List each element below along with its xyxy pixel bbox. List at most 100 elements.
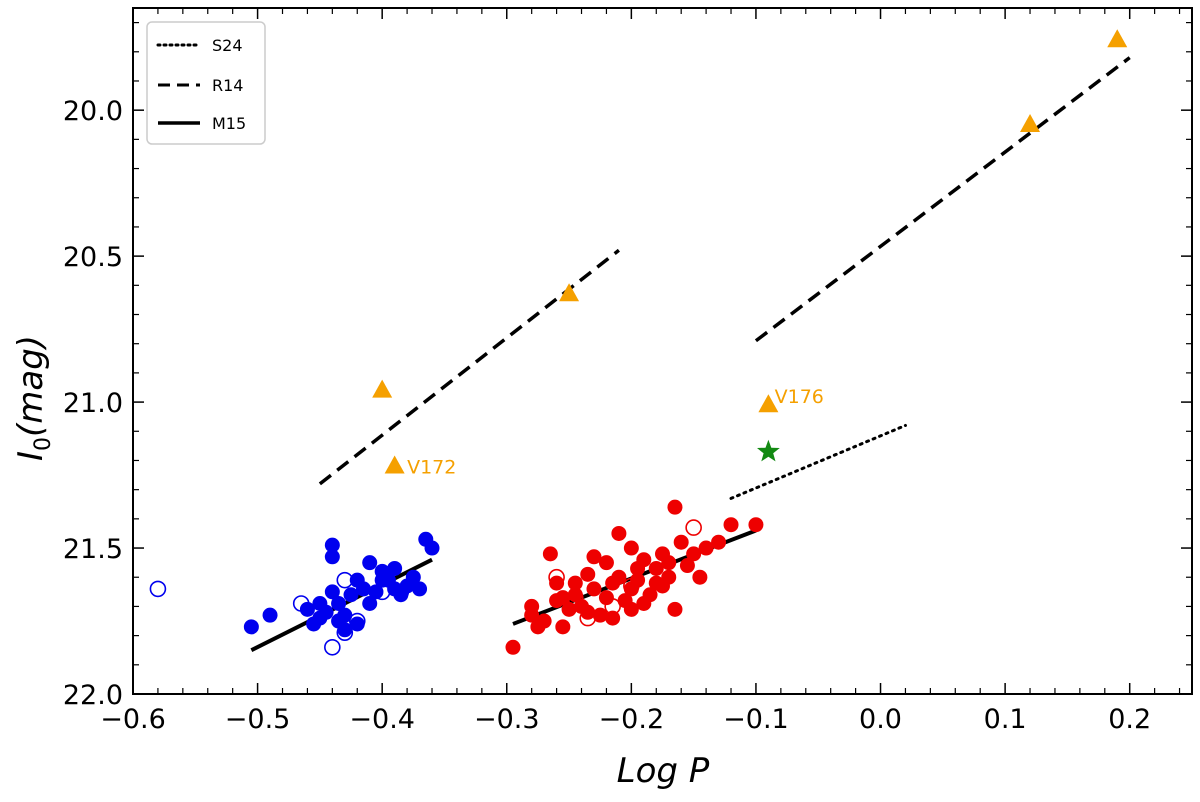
red-filled-point-31 (748, 517, 764, 533)
red-filled-point-46 (530, 619, 546, 635)
x-tick-label-7: 0.1 (984, 704, 1027, 735)
blue-filled-point-6 (324, 549, 340, 565)
blue-filled-point-26 (312, 596, 328, 612)
green-star-point-0 (757, 439, 780, 462)
blue-filled-point-7 (331, 596, 347, 612)
red-open-point-0 (548, 568, 565, 586)
blue-filled-point-25 (424, 540, 440, 556)
y-tick-label-1: 20.5 (63, 242, 123, 273)
red-filled-point-35 (567, 575, 583, 591)
red-filled-point-14 (611, 525, 627, 541)
y-tick-label-4: 22.0 (63, 680, 123, 711)
red-filled-point-29 (711, 534, 727, 550)
blue-filled-point-0 (243, 619, 259, 635)
red-open-point-2 (604, 598, 621, 615)
blue-filled-point-29 (331, 613, 347, 629)
y-tick-label-3: 21.5 (63, 534, 123, 565)
x-tick-label-1: −0.5 (225, 704, 291, 735)
red-filled-point-27 (692, 569, 708, 585)
red-filled-point-43 (623, 601, 639, 617)
blue-filled-point-13 (362, 596, 378, 612)
red-filled-point-0 (505, 639, 521, 655)
legend-label-s24: S24 (212, 36, 243, 55)
red-open-point-3 (623, 577, 640, 595)
x-tick-label-4: −0.2 (599, 704, 665, 735)
red-open-point-1 (566, 589, 584, 606)
blue-open-point-3 (336, 571, 354, 589)
plot-frame (132, 7, 1193, 695)
fit-line-r14-2 (754, 56, 1131, 343)
red-filled-point-40 (636, 596, 652, 612)
red-filled-point-11 (592, 607, 608, 623)
red-filled-point-26 (686, 546, 702, 562)
red-filled-point-32 (667, 499, 683, 515)
x-tick-label-8: 0.2 (1108, 704, 1151, 735)
blue-filled-point-12 (355, 581, 371, 597)
y-axis-label: I0(mag) (11, 335, 56, 461)
red-filled-point-30 (723, 517, 739, 533)
blue-open-point-0 (149, 580, 167, 598)
blue-filled-point-1 (262, 607, 278, 623)
blue-filled-point-31 (387, 560, 403, 576)
red-filled-point-22 (661, 569, 677, 585)
red-filled-point-36 (580, 604, 596, 620)
red-filled-point-10 (586, 581, 602, 597)
legend-label-r14: R14 (212, 76, 243, 95)
red-filled-point-45 (549, 575, 565, 591)
red-filled-point-48 (630, 560, 646, 576)
red-filled-point-38 (611, 569, 627, 585)
blue-filled-point-14 (362, 555, 378, 571)
orange-triangles-point-0 (372, 379, 393, 398)
blue-filled-point-9 (343, 587, 359, 603)
blue-filled-point-28 (306, 616, 322, 632)
red-filled-point-9 (580, 566, 596, 582)
x-axis-label: Log P (617, 751, 710, 791)
axes (132, 7, 1193, 695)
x-tick-label-0: −0.6 (100, 704, 166, 735)
x-tick-label-6: 0.0 (859, 704, 902, 735)
red-filled-point-25 (679, 558, 695, 574)
blue-filled-point-22 (405, 569, 421, 585)
legend-label-m15: M15 (212, 114, 246, 133)
red-filled-point-16 (623, 540, 639, 556)
blue-filled-point-30 (324, 537, 340, 553)
y-axis-label-main: I (11, 451, 51, 461)
red-filled-point-33 (524, 598, 540, 614)
blue-open-point-6 (373, 583, 391, 601)
x-tick-label-2: −0.4 (349, 704, 415, 735)
blue-open-point-2 (324, 638, 341, 656)
red-filled-point-20 (648, 560, 664, 576)
plot-annotations: V172 V176 (407, 386, 824, 478)
red-filled-point-23 (667, 601, 683, 617)
blue-open-point-7 (392, 583, 410, 601)
blue-filled-point-23 (412, 581, 428, 597)
orange-triangles-point-2 (559, 283, 580, 302)
blue-filled-point-15 (368, 584, 384, 600)
red-filled-point-5 (555, 619, 571, 635)
red-filled-point-28 (698, 540, 714, 556)
red-filled-point-24 (673, 534, 689, 550)
red-filled-point-34 (555, 590, 571, 606)
blue-open-point-4 (336, 624, 354, 641)
orange-triangles-point-1 (384, 455, 405, 474)
red-open-point-5 (579, 609, 597, 627)
red-filled-point-44 (586, 549, 602, 565)
legend: S24 R14 M15 (146, 21, 266, 145)
y-axis-label-rest: (mag) (11, 335, 51, 437)
annotation-v176: V176 (775, 386, 824, 408)
orange-triangles-point-4 (1020, 113, 1041, 132)
red-filled-point-37 (598, 590, 614, 606)
blue-filled-point-5 (324, 584, 340, 600)
red-filled-point-12 (598, 555, 614, 571)
y-tick-label-0: 20.0 (63, 96, 123, 127)
blue-open-point-1 (292, 595, 310, 612)
ticks: −0.6 −0.5 −0.4 −0.3 −0.2 −0.1 0.0 0.1 0.2 20.0 20.… (63, 8, 1192, 735)
red-open-point-4 (685, 519, 702, 536)
blue-filled-point-2 (299, 601, 315, 617)
orange-triangles-point-5 (1107, 29, 1128, 48)
x-tick-label-3: −0.3 (474, 704, 540, 735)
red-filled-point-41 (648, 575, 664, 591)
red-filled-point-3 (542, 546, 558, 562)
red-filled-point-47 (605, 610, 621, 626)
